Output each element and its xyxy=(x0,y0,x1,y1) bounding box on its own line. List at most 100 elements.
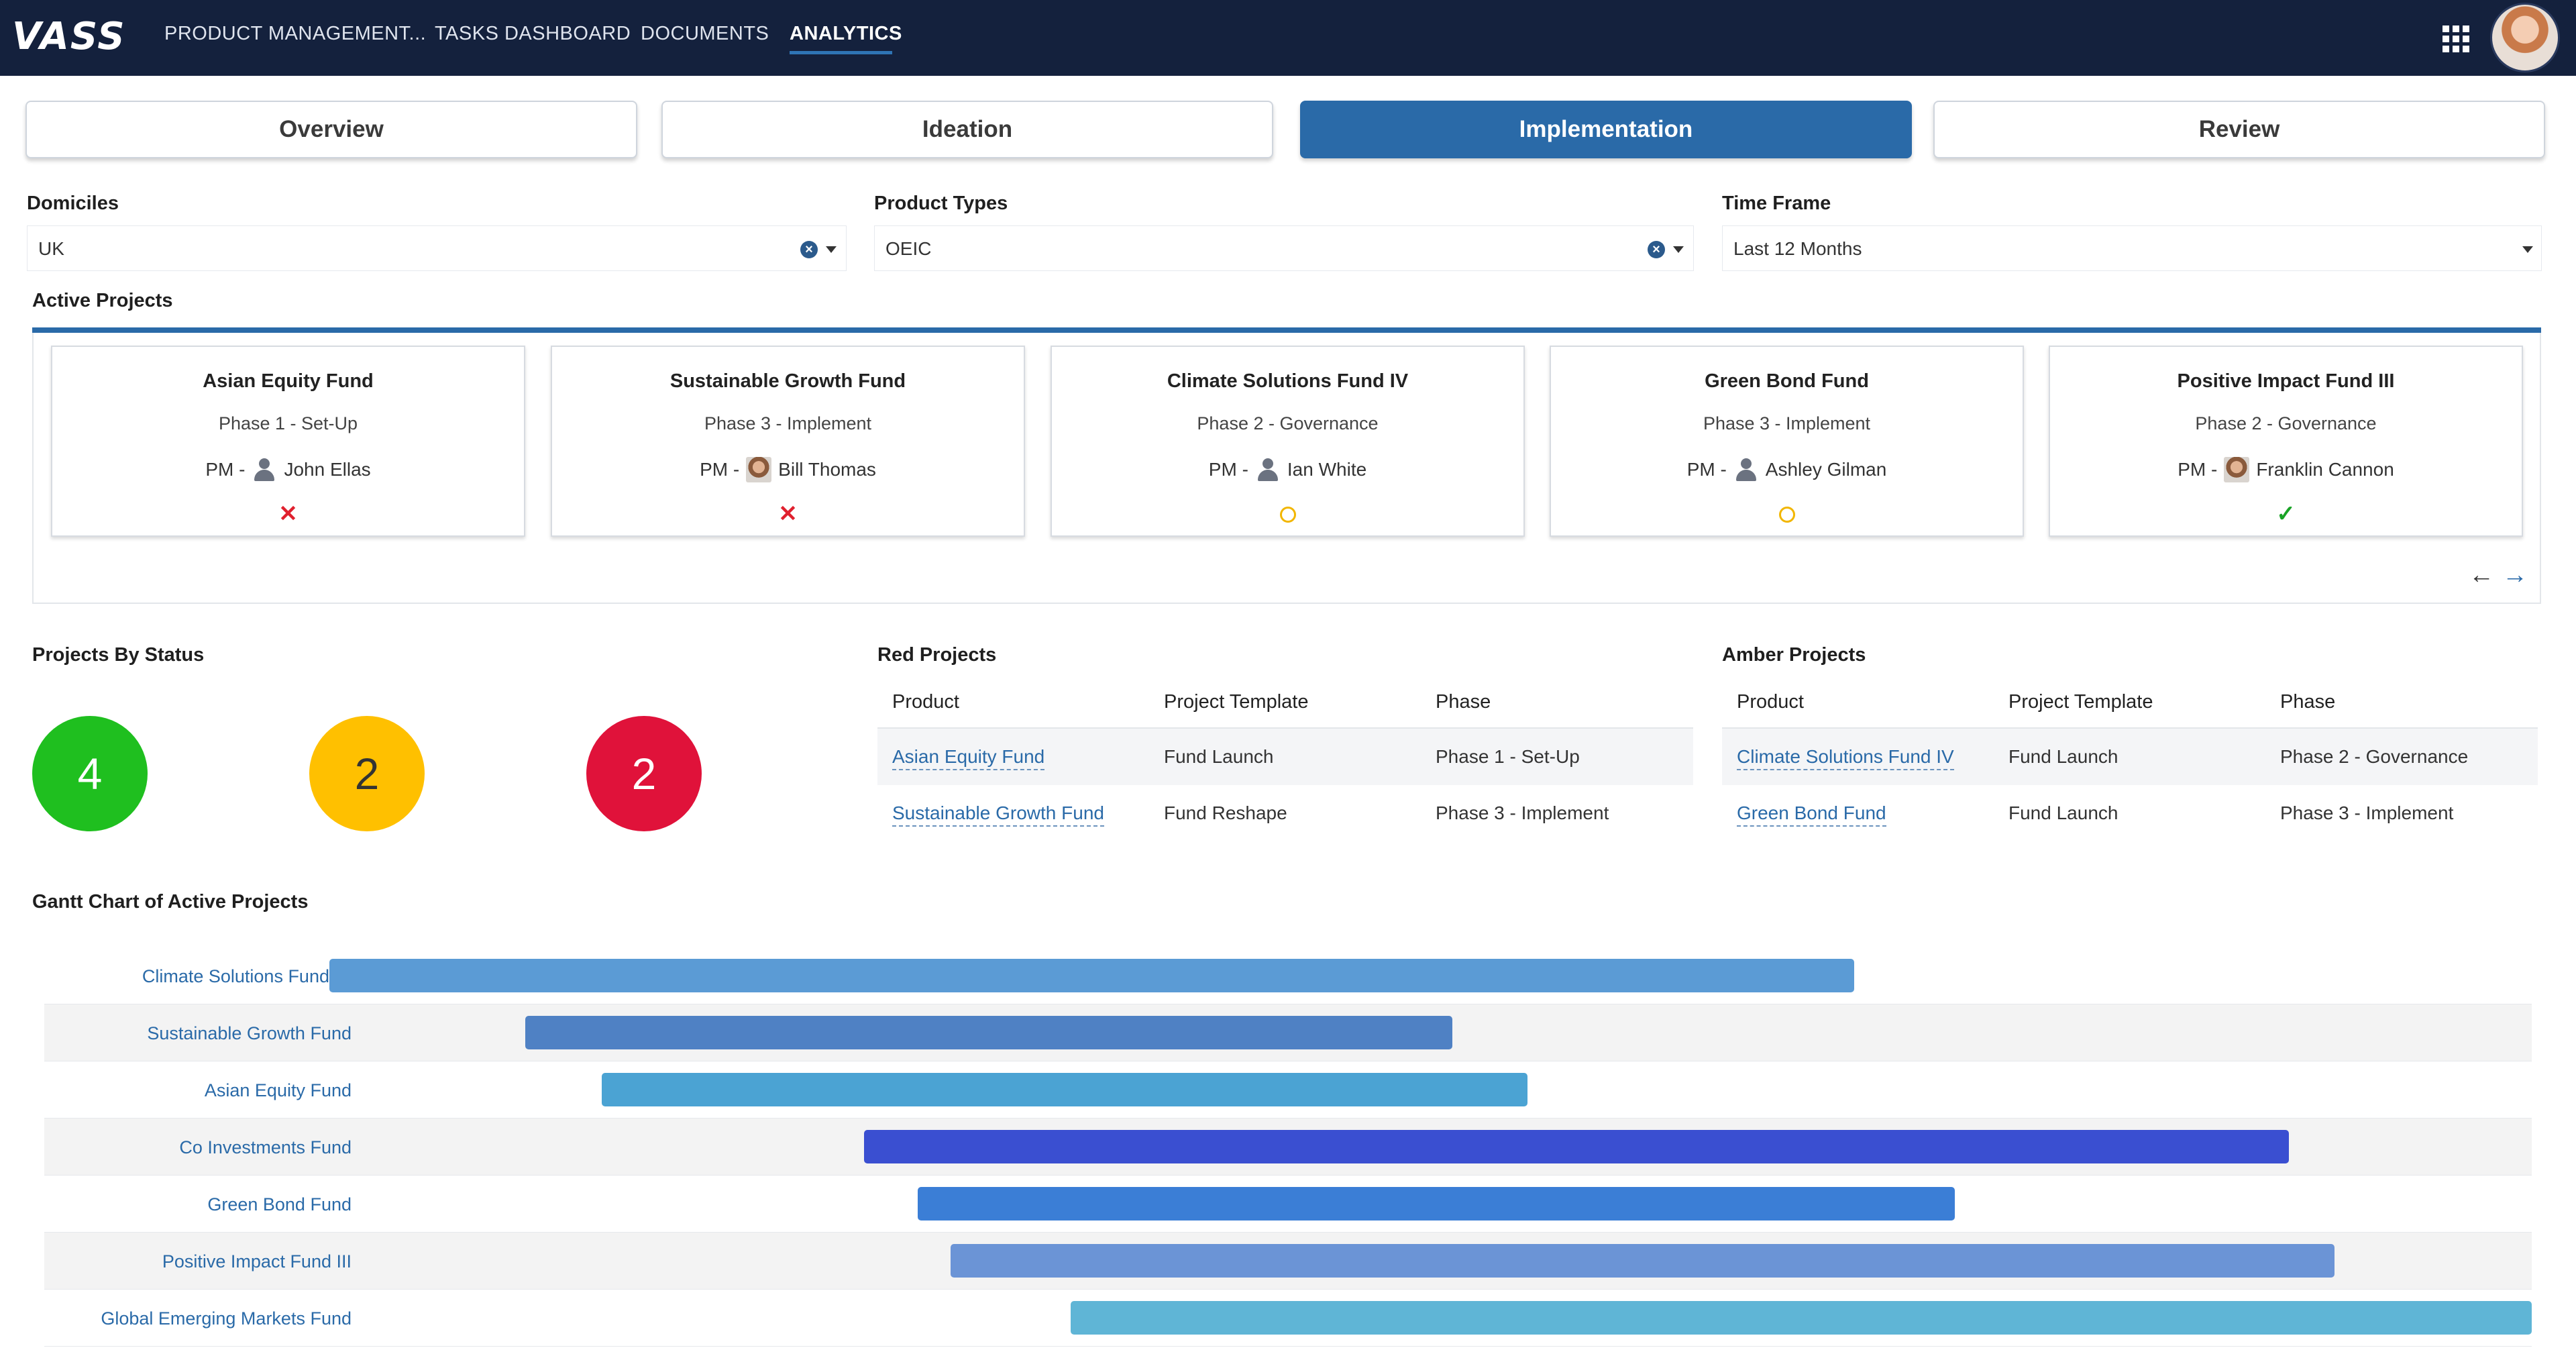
person-icon xyxy=(1733,457,1759,482)
project-card[interactable]: Sustainable Growth Fund Phase 3 - Implem… xyxy=(551,346,1025,537)
product-link[interactable]: Asian Equity Fund xyxy=(892,746,1045,770)
clear-icon[interactable]: × xyxy=(800,241,818,258)
project-card-pm: PM - Franklin Cannon xyxy=(2050,457,2522,482)
user-avatar[interactable] xyxy=(2490,3,2560,72)
nav-documents[interactable]: DOCUMENTS xyxy=(641,23,769,44)
table-row: Climate Solutions Fund IV Fund Launch Ph… xyxy=(1722,729,2538,785)
gantt-bar[interactable] xyxy=(864,1130,2289,1163)
tab-review[interactable]: Review xyxy=(1933,101,2545,158)
time-frame-select[interactable]: Last 12 Months xyxy=(1722,225,2542,271)
gantt-bar[interactable] xyxy=(1071,1301,2532,1335)
gantt-bar[interactable] xyxy=(525,1016,1452,1049)
column-header: Project Template xyxy=(2008,691,2153,713)
gantt-row-label[interactable]: Green Bond Fund xyxy=(207,1194,352,1214)
clear-icon[interactable]: × xyxy=(1648,241,1665,258)
project-card[interactable]: Green Bond Fund Phase 3 - Implement PM -… xyxy=(1550,346,2024,537)
gantt-bar[interactable] xyxy=(329,959,1854,992)
red-count-badge[interactable]: 2 xyxy=(586,716,702,831)
gantt-row: Climate Solutions Fund IV xyxy=(44,947,2532,1004)
nav-product-management[interactable]: PRODUCT MANAGEMENT... xyxy=(164,23,427,44)
tab-implementation[interactable]: Implementation xyxy=(1300,101,1912,158)
project-card[interactable]: Positive Impact Fund III Phase 2 - Gover… xyxy=(2049,346,2523,537)
project-card-phase: Phase 1 - Set-Up xyxy=(218,413,358,433)
pm-name: Ian White xyxy=(1287,459,1367,480)
table-cell: Fund Launch xyxy=(2008,746,2118,767)
product-types-label: Product Types xyxy=(874,193,1008,214)
gantt-bar[interactable] xyxy=(951,1244,2334,1278)
amber-count-badge[interactable]: 2 xyxy=(309,716,425,831)
product-link[interactable]: Climate Solutions Fund IV xyxy=(1737,746,1954,770)
table-cell: Fund Launch xyxy=(1164,746,1274,767)
chevron-down-icon[interactable] xyxy=(1673,246,1684,253)
project-card-title: Asian Equity Fund xyxy=(203,370,374,392)
project-card-title: Positive Impact Fund III xyxy=(2177,370,2395,392)
arrow-left-icon[interactable]: ← xyxy=(2469,561,2494,589)
nav-tasks-dashboard[interactable]: TASKS DASHBOARD xyxy=(435,23,631,44)
gantt-bar[interactable] xyxy=(918,1187,1955,1221)
domiciles-select[interactable]: UK × xyxy=(27,225,847,271)
column-header: Phase xyxy=(1436,691,1491,713)
circle-icon xyxy=(1778,507,1795,523)
tab-overview[interactable]: Overview xyxy=(25,101,637,158)
active-projects-title: Active Projects xyxy=(32,290,173,311)
status-indicator: ✓ xyxy=(2050,503,2522,529)
amber-projects-title: Amber Projects xyxy=(1722,644,1866,666)
table-cell: Fund Reshape xyxy=(1164,802,1287,823)
project-card-phase: Phase 3 - Implement xyxy=(1703,413,1871,433)
person-icon xyxy=(252,457,277,482)
column-header: Product xyxy=(1737,691,1804,713)
gantt-row-label[interactable]: Co Investments Fund xyxy=(179,1137,352,1157)
project-card-pm: PM - Ian White xyxy=(1052,457,1523,482)
cross-icon: ✕ xyxy=(278,501,298,527)
avatar xyxy=(2224,457,2250,482)
gantt-row-label[interactable]: Global Emerging Markets Fund xyxy=(101,1308,352,1329)
project-card-pm: PM - Bill Thomas xyxy=(552,457,1024,482)
product-link[interactable]: Green Bond Fund xyxy=(1737,802,1886,827)
person-icon xyxy=(1255,457,1281,482)
pm-prefix: PM - xyxy=(2178,459,2218,480)
project-card[interactable]: Climate Solutions Fund IV Phase 2 - Gove… xyxy=(1051,346,1525,537)
table-cell: Phase 1 - Set-Up xyxy=(1436,746,1580,767)
time-frame-label: Time Frame xyxy=(1722,193,1831,214)
chevron-down-icon[interactable] xyxy=(2522,246,2533,253)
header-divider xyxy=(1722,727,2538,729)
project-card-title: Sustainable Growth Fund xyxy=(669,370,906,392)
product-types-select[interactable]: OEIC × xyxy=(874,225,1694,271)
tab-ideation[interactable]: Ideation xyxy=(661,101,1273,158)
pm-name: Franklin Cannon xyxy=(2256,459,2394,480)
project-card[interactable]: Asian Equity Fund Phase 1 - Set-Up PM - … xyxy=(51,346,525,537)
green-count-badge[interactable]: 4 xyxy=(32,716,148,831)
table-cell: Phase 2 - Governance xyxy=(2280,746,2469,767)
gantt-bar[interactable] xyxy=(602,1073,1527,1106)
status-indicator xyxy=(1551,503,2023,529)
pm-name: Ashley Gilman xyxy=(1765,459,1887,480)
domiciles-value: UK xyxy=(38,238,64,259)
table-cell: Phase 3 - Implement xyxy=(2280,802,2454,823)
grid-icon[interactable] xyxy=(2443,25,2469,52)
gantt-row-label[interactable]: Asian Equity Fund xyxy=(204,1080,352,1100)
column-header: Phase xyxy=(2280,691,2336,713)
projects-by-status-title: Projects By Status xyxy=(32,644,205,666)
avatar xyxy=(746,457,772,482)
gantt-title: Gantt Chart of Active Projects xyxy=(32,891,309,913)
vass-logo[interactable]: VASS xyxy=(12,15,126,58)
gantt-row-label[interactable]: Sustainable Growth Fund xyxy=(147,1023,352,1043)
arrow-right-icon[interactable]: → xyxy=(2502,561,2528,589)
gantt-row-label[interactable]: Climate Solutions Fund IV xyxy=(142,966,352,986)
project-card-pm: PM - John Ellas xyxy=(52,457,524,482)
status-indicator: ✕ xyxy=(552,503,1024,529)
project-card-title: Climate Solutions Fund IV xyxy=(1167,370,1409,392)
table-row: Green Bond Fund Fund Launch Phase 3 - Im… xyxy=(1722,785,2538,841)
nav-active-indicator xyxy=(790,51,892,54)
table-cell: Phase 3 - Implement xyxy=(1436,802,1609,823)
status-indicator: ✕ xyxy=(52,503,524,529)
pm-prefix: PM - xyxy=(205,459,246,480)
active-projects-accent xyxy=(32,327,2541,333)
chevron-down-icon[interactable] xyxy=(826,246,837,253)
product-link[interactable]: Sustainable Growth Fund xyxy=(892,802,1104,827)
gantt-row-label[interactable]: Positive Impact Fund III xyxy=(162,1251,352,1271)
red-projects-title: Red Projects xyxy=(877,644,997,666)
time-frame-value: Last 12 Months xyxy=(1733,238,1862,259)
nav-analytics[interactable]: ANALYTICS xyxy=(790,23,902,44)
pm-prefix: PM - xyxy=(700,459,740,480)
